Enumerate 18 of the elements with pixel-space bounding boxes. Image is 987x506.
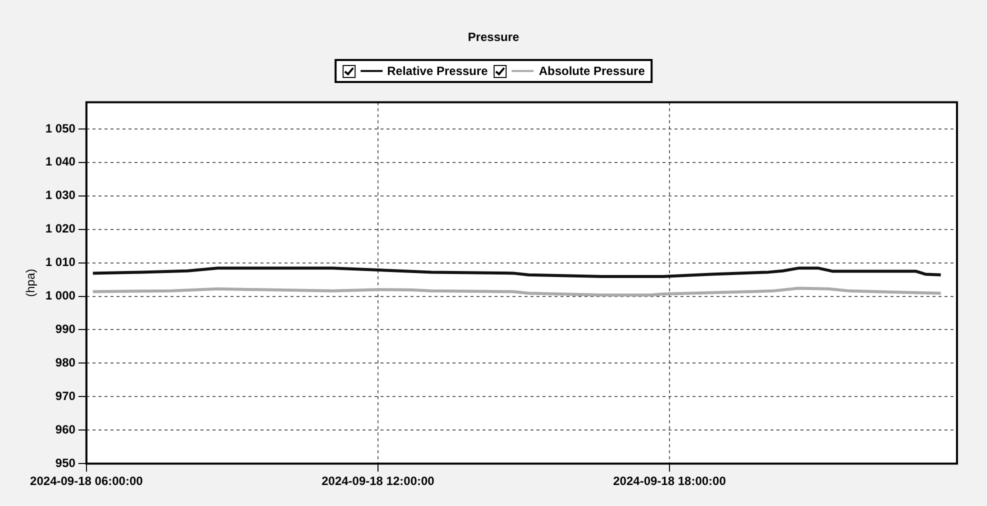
legend-label: Relative Pressure (387, 64, 488, 78)
x-tick-label: 2024-09-18 12:00:00 (322, 474, 435, 488)
y-tick-label: 980 (55, 356, 76, 370)
y-tick-label: 990 (55, 322, 76, 336)
y-tick-label: 1 040 (45, 154, 76, 169)
x-tick-label: 2024-09-18 06:00:00 (30, 474, 144, 488)
chart-title: Pressure (466, 30, 520, 44)
y-tick-label: 1 000 (45, 288, 76, 303)
y-tick-label: 1 020 (45, 222, 76, 236)
y-tick-label: 970 (55, 388, 76, 403)
legend-label: Absolute Pressure (538, 64, 645, 78)
y-tick-label: 1 030 (45, 188, 76, 202)
y-tick-label: 960 (55, 422, 76, 436)
y-tick-label: 1 050 (45, 121, 76, 136)
y-tick-label: 950 (55, 456, 76, 470)
x-tick-label: 2024-09-18 18:00:00 (613, 474, 726, 488)
y-axis-title: (hpa) (24, 268, 38, 297)
y-tick-label: 1 010 (45, 255, 76, 270)
